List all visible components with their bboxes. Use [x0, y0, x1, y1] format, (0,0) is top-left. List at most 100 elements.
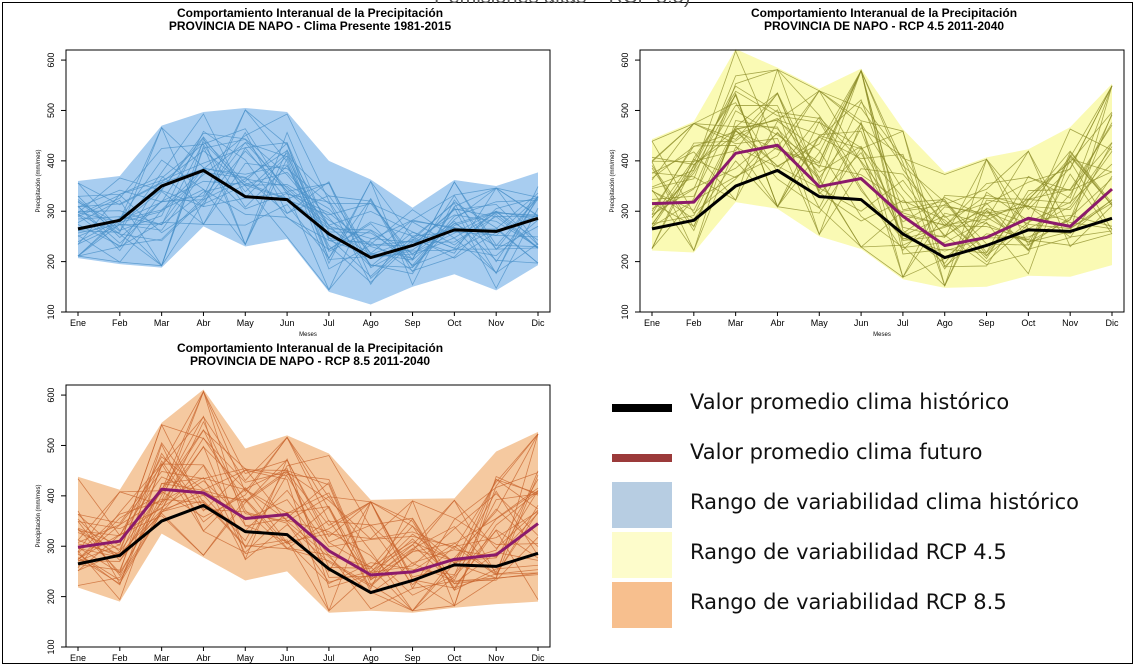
legend-line-swatch	[612, 404, 672, 412]
ensemble-member-line	[651, 122, 1113, 248]
legend-label: Valor promedio clima histórico	[690, 390, 1010, 414]
legend-label: Rango de variabilidad RCP 8.5	[690, 590, 1007, 614]
plot-frame	[65, 384, 551, 648]
legend-item: Rango de variabilidad RCP 8.5	[612, 582, 1082, 638]
future-mean-line	[651, 143, 1113, 247]
historic-mean-line	[651, 168, 1113, 260]
x-tick-label: Abr	[196, 318, 210, 328]
x-axis-label: Meses	[299, 332, 317, 338]
x-tick-label: May	[237, 318, 255, 328]
y-axis-label: Precipitación (mm/mes)	[610, 149, 616, 212]
x-tick-label: May	[811, 318, 829, 328]
x-tick-label: Oct	[1021, 318, 1036, 328]
y-tick-label: 100	[46, 639, 56, 654]
ensemble-member-line	[77, 474, 539, 589]
x-tick-label: Ago	[363, 653, 379, 663]
ensemble-member-line	[651, 109, 1113, 263]
ensemble-member-line	[77, 131, 539, 267]
x-tick-label: Ene	[644, 318, 660, 328]
y-tick-label: 200	[620, 254, 630, 269]
cropped-header-text: Y emisiones altas – RCP 8.5)	[430, 0, 691, 9]
x-tick-label: Sep	[405, 653, 421, 663]
ensemble-member-line	[77, 136, 539, 275]
ensemble-member-line	[651, 92, 1113, 257]
legend-box-swatch	[612, 582, 672, 628]
ensemble-member-line	[77, 489, 539, 548]
ensemble-member-line	[77, 455, 539, 586]
ensemble-member-line	[77, 443, 539, 581]
ensemble-member-line	[77, 463, 539, 607]
legend-item: Valor promedio clima histórico	[612, 390, 1082, 438]
ensemble-member-line	[77, 468, 539, 564]
chart-panel-3: Comportamiento Interanual de la Precipit…	[36, 341, 551, 663]
x-tick-label: Abr	[770, 318, 784, 328]
ensemble-member-line	[77, 478, 539, 568]
x-tick-label: Jul	[323, 653, 335, 663]
legend-box-swatch	[612, 532, 672, 578]
ensemble-member-line	[651, 113, 1113, 252]
historic-mean-line	[77, 168, 539, 260]
chart-title: Comportamiento Interanual de la Precipit…	[177, 341, 443, 355]
y-tick-label: 600	[620, 53, 630, 68]
ensemble-member-line	[77, 141, 539, 291]
ensemble-member-line	[77, 177, 539, 291]
x-tick-label: Nov	[488, 653, 505, 663]
x-tick-label: Ago	[937, 318, 953, 328]
ensemble-member-line	[77, 126, 539, 268]
y-tick-label: 400	[46, 153, 56, 168]
x-tick-label: Feb	[686, 318, 702, 328]
x-tick-label: Ago	[363, 318, 379, 328]
x-tick-label: Feb	[112, 653, 128, 663]
y-tick-label: 200	[46, 254, 56, 269]
ensemble-member-line	[77, 113, 539, 268]
x-tick-label: Jul	[897, 318, 909, 328]
x-tick-label: Dic	[532, 653, 545, 663]
x-tick-label: Ene	[70, 653, 86, 663]
x-tick-label: Nov	[1062, 318, 1079, 328]
ensemble-member-line	[77, 130, 539, 264]
x-tick-label: Mar	[154, 653, 170, 663]
y-tick-label: 600	[46, 388, 56, 403]
x-tick-label: Abr	[196, 653, 210, 663]
y-tick-label: 100	[46, 304, 56, 319]
x-tick-label: Mar	[154, 318, 170, 328]
legend-item: Rango de variabilidad RCP 4.5	[612, 532, 1082, 588]
ensemble-member-line	[77, 390, 539, 581]
legend-label: Rango de variabilidad RCP 4.5	[690, 540, 1007, 564]
ensemble-member-line	[651, 120, 1113, 278]
ensemble-member-line	[77, 141, 539, 277]
ensemble-member-line	[77, 142, 539, 267]
y-tick-label: 300	[46, 204, 56, 219]
ensemble-member-line	[77, 460, 539, 612]
y-tick-label: 400	[46, 488, 56, 503]
y-tick-label: 100	[620, 304, 630, 319]
ensemble-member-line	[77, 424, 539, 550]
ensemble-member-line	[77, 189, 539, 266]
x-tick-label: Nov	[488, 318, 505, 328]
ensemble-member-line	[77, 442, 539, 612]
x-tick-label: Jun	[280, 653, 295, 663]
y-tick-label: 400	[620, 153, 630, 168]
future-mean-line	[77, 487, 539, 577]
y-axis-label: Precipitación (mm/mes)	[36, 149, 42, 212]
ensemble-member-line	[77, 433, 539, 612]
ensemble-member-line	[77, 113, 539, 261]
ensemble-member-line	[77, 149, 539, 246]
plot-frame	[639, 49, 1125, 313]
historic-mean-line	[77, 503, 539, 595]
ensemble-member-line	[77, 138, 539, 267]
x-tick-label: Jul	[323, 318, 335, 328]
legend-box-swatch	[612, 482, 672, 528]
legend-line-swatch	[612, 454, 672, 462]
ensemble-member-line	[651, 90, 1113, 267]
y-tick-label: 200	[46, 589, 56, 604]
chart-panel-2: Comportamiento Interanual de la Precipit…	[610, 6, 1125, 338]
ensemble-member-line	[651, 69, 1113, 227]
ensemble-member-line	[77, 147, 539, 256]
y-tick-label: 500	[46, 103, 56, 118]
x-tick-label: May	[237, 653, 255, 663]
ensemble-member-line	[77, 142, 539, 272]
plot-frame	[65, 49, 551, 313]
